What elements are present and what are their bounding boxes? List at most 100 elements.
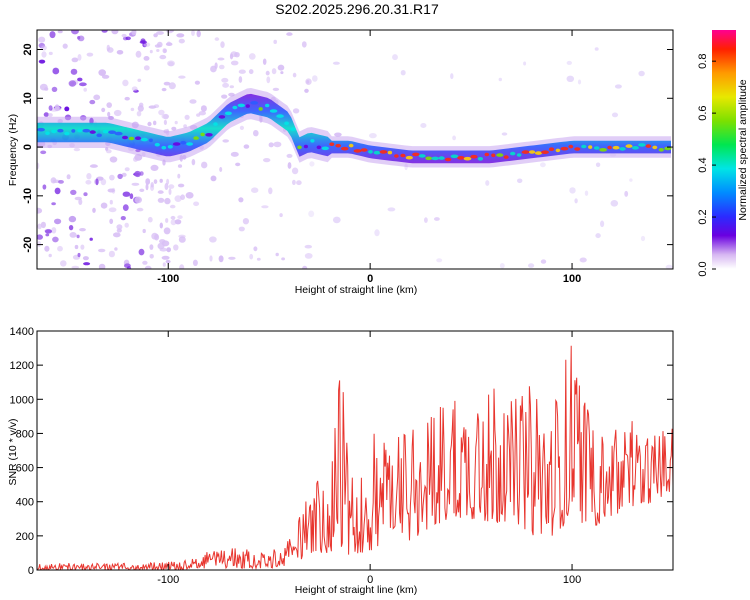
noise-blob: [221, 94, 228, 99]
noise-blob: [122, 79, 129, 87]
noise-blob: [163, 227, 171, 235]
noise-blob: [157, 197, 165, 203]
noise-blob: [142, 228, 146, 234]
noise-blob: [37, 162, 40, 169]
noise-blob: [121, 33, 127, 38]
ridge-cell: [316, 145, 322, 150]
noise-blob: [44, 245, 50, 252]
noise-blob: [268, 187, 273, 195]
noise-blob: [332, 216, 341, 224]
noise-blob: [173, 244, 179, 251]
noise-blob: [159, 239, 166, 244]
noise-blob: [498, 77, 502, 82]
ridge-cell: [387, 150, 393, 155]
noise-blob: [392, 54, 398, 61]
spec-xtick-label: 0: [367, 273, 373, 285]
noise-blob: [174, 120, 178, 125]
spectrogram-frame: [36, 29, 674, 270]
noise-blob: [229, 53, 234, 60]
noise-blob: [136, 111, 142, 117]
noise-blob: [185, 192, 194, 199]
noise-blob: [145, 183, 149, 191]
noise-blob: [101, 107, 106, 113]
noise-blob: [230, 151, 239, 157]
ridge-cell: [607, 145, 612, 150]
noise-blob: [614, 84, 622, 89]
ridge-cell: [529, 150, 536, 154]
noise-blob: [149, 253, 154, 259]
noise-blob: [79, 82, 87, 87]
noise-blob: [163, 81, 171, 86]
noise-blob: [122, 191, 131, 197]
noise-blob: [86, 52, 94, 57]
noise-blob: [108, 207, 117, 213]
noise-blob: [566, 60, 572, 65]
ridge-cell: [284, 121, 289, 126]
noise-blob: [228, 256, 236, 260]
noise-blob: [51, 227, 57, 234]
noise-blob: [38, 59, 46, 64]
noise-blob: [177, 183, 185, 188]
ridge-cell: [353, 149, 362, 153]
ridge-cell: [341, 146, 349, 151]
noise-blob: [106, 102, 112, 108]
noise-blob: [261, 205, 269, 209]
ridge-cell: [290, 127, 296, 131]
noise-blob: [485, 180, 490, 186]
ridge-cell: [321, 146, 329, 151]
noise-blob: [48, 51, 53, 56]
noise-blob: [262, 58, 267, 65]
noise-blob: [291, 167, 299, 175]
noise-blob: [159, 178, 163, 183]
ridge-cell: [329, 142, 335, 146]
snr-ylabel: SNR (10 * v/v): [7, 418, 19, 485]
ridge-cell: [57, 128, 64, 133]
noise-blob: [629, 178, 633, 182]
ridge-cell: [638, 143, 646, 147]
ridge-cell: [128, 136, 135, 141]
noise-blob: [214, 37, 220, 41]
noise-blob: [665, 264, 673, 269]
noise-blob: [70, 189, 77, 195]
ridge-cell: [186, 142, 194, 146]
ridge-cell: [555, 148, 561, 153]
ridge-cell: [405, 155, 413, 160]
noise-blob: [156, 31, 164, 35]
noise-blob: [130, 107, 135, 112]
noise-blob: [153, 120, 157, 126]
noise-blob: [37, 207, 43, 214]
ridge-cell: [82, 128, 91, 133]
noise-blob: [201, 161, 208, 169]
ridge-cell: [412, 152, 420, 157]
noise-blob: [279, 213, 283, 218]
noise-blob: [168, 82, 176, 90]
noise-blob: [600, 220, 605, 228]
ridge-cell: [335, 143, 342, 148]
noise-blob: [51, 86, 58, 92]
noise-blob: [177, 215, 183, 220]
noise-blob: [238, 76, 243, 83]
ridge-cell: [218, 115, 226, 119]
noise-blob: [38, 36, 46, 43]
noise-blob: [151, 232, 159, 240]
ridge-cell: [463, 156, 472, 161]
ridge-cell: [180, 140, 187, 145]
noise-blob: [129, 193, 134, 200]
noise-blob: [308, 210, 315, 218]
noise-blob: [248, 53, 256, 60]
noise-blob: [171, 126, 177, 131]
noise-blob: [124, 222, 129, 228]
noise-blob: [517, 178, 523, 184]
ridge-cell: [503, 155, 509, 159]
snr-series-line: [37, 345, 673, 570]
ridge-cell: [593, 146, 600, 150]
noise-blob: [177, 164, 183, 168]
snr-ytick-label: 1000: [10, 394, 34, 406]
noise-blob: [169, 204, 176, 209]
noise-blob: [271, 68, 277, 75]
noise-blob: [139, 102, 144, 108]
noise-blob: [77, 36, 81, 40]
noise-blob: [113, 232, 121, 238]
noise-blob: [168, 61, 174, 67]
noise-blob: [374, 229, 380, 237]
